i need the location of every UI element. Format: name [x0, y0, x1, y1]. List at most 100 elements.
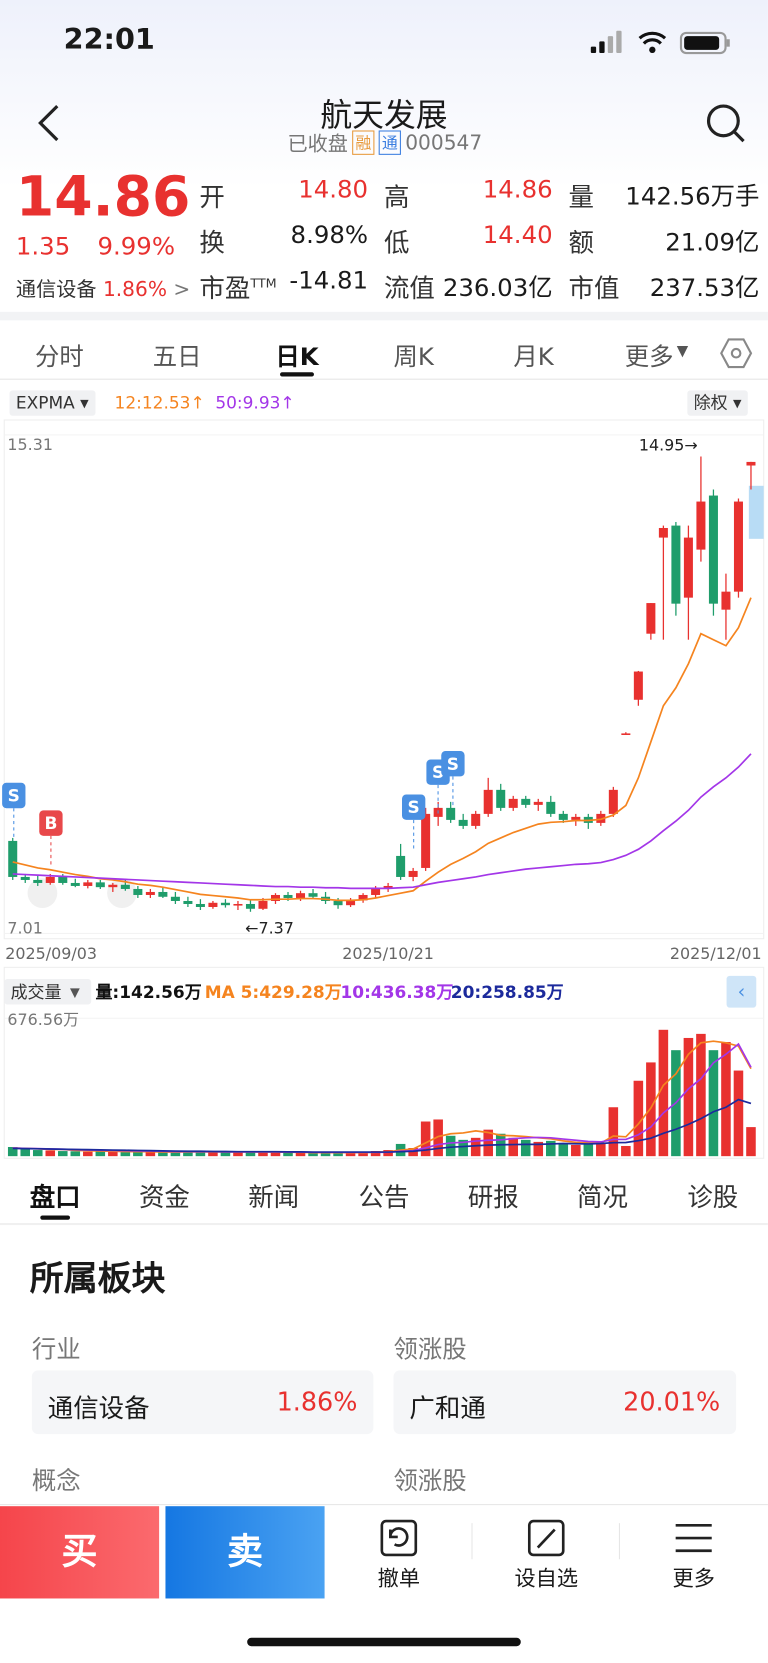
info-tab[interactable]: 新闻: [248, 1182, 300, 1213]
chart-tab[interactable]: 月K: [513, 343, 554, 372]
volume-bar: [20, 1149, 31, 1157]
candle-body: [170, 896, 180, 901]
info-tab[interactable]: 研报: [467, 1182, 519, 1213]
stat-value: 14.86: [482, 176, 553, 204]
more-button[interactable]: 更多: [672, 1565, 715, 1592]
buy-button[interactable]: 买: [0, 1506, 160, 1599]
info-tab[interactable]: 盘口: [29, 1182, 81, 1213]
candle-body: [195, 903, 205, 907]
candle-body: [596, 813, 606, 823]
market-state: 已收盘: [287, 132, 348, 156]
volume-bar: [58, 1151, 68, 1157]
nav-button[interactable]: [27, 878, 58, 908]
volume-bar: [145, 1152, 156, 1157]
stat-label: 市盈TTM: [199, 273, 277, 304]
chart-tab[interactable]: 日K: [275, 343, 319, 372]
candle-body: [546, 801, 556, 814]
trade-marker: [402, 794, 426, 820]
collapse-icon: ‹: [738, 980, 746, 1003]
candle-body: [270, 894, 281, 901]
trade-marker-label: B: [44, 814, 57, 834]
candle-body: [258, 900, 268, 909]
stock-title: 航天发展: [320, 97, 448, 135]
volume-bar: [520, 1139, 531, 1157]
info-tab[interactable]: 简况: [577, 1182, 628, 1213]
info-tab[interactable]: 资金: [138, 1182, 190, 1213]
candle-body: [383, 885, 393, 889]
volume-bar: [596, 1143, 606, 1157]
divider: [0, 1222, 768, 1226]
price-change: 1.35: [15, 233, 71, 261]
volume-bar: [533, 1141, 544, 1157]
collapse-button[interactable]: [726, 975, 757, 1008]
watch-button[interactable]: 设自选: [514, 1565, 579, 1592]
indicator-select[interactable]: EXPMA ▾: [9, 390, 96, 416]
volume-bar: [370, 1151, 381, 1157]
price-change-pct: 9.99%: [97, 233, 176, 261]
candle-body: [471, 813, 481, 826]
trade-marker-label: S: [408, 798, 420, 818]
candle-body: [708, 495, 718, 604]
volume-bar: [220, 1152, 231, 1157]
x-tick-label: 2025/12/01: [670, 944, 762, 963]
trade-marker: [2, 782, 26, 809]
status-icons: [590, 30, 730, 55]
volume-bar: [258, 1152, 268, 1157]
stat-label: 换: [199, 228, 225, 258]
candle-body: [721, 591, 731, 610]
candle-body: [571, 816, 581, 820]
low-annotation: ←7.37: [245, 918, 294, 937]
y-tick-label: 7.01: [7, 919, 42, 938]
candle-body: [421, 813, 431, 868]
back-button[interactable]: [34, 102, 66, 144]
industry-card[interactable]: [31, 1370, 374, 1435]
chart-tab[interactable]: 分时: [35, 343, 84, 372]
adjust-select[interactable]: 除权 ▾: [687, 390, 748, 416]
candle-body: [208, 902, 218, 907]
volume-bar: [733, 1070, 744, 1157]
cancel-button[interactable]: 撤单: [377, 1565, 421, 1592]
stock-code: 000547: [405, 130, 483, 155]
ema12-label: 12:12.53↑: [114, 392, 205, 413]
sector-link[interactable]: 通信设备 1.86% >: [15, 277, 191, 302]
stat-value: -14.81: [289, 267, 369, 295]
stat-value: 237.53亿: [649, 274, 760, 303]
sell-button[interactable]: 卖: [165, 1506, 325, 1599]
tab-underline: [280, 372, 314, 377]
volume-bar: [345, 1152, 356, 1157]
candle-body: [296, 893, 306, 898]
y-tick-label: 15.31: [7, 435, 53, 454]
volume-bar: [183, 1151, 193, 1157]
badge: 融: [352, 130, 375, 155]
candle-body: [371, 888, 381, 895]
candle-body: [558, 813, 568, 820]
settings-icon[interactable]: [719, 336, 753, 370]
volume-bar: [70, 1151, 81, 1157]
volume-bar: [608, 1107, 619, 1157]
chart-tab[interactable]: 周K: [393, 343, 434, 372]
candle-body: [608, 789, 618, 814]
candle-body: [83, 882, 93, 886]
info-tab[interactable]: 公告: [358, 1182, 410, 1213]
trade-marker-label: S: [432, 763, 444, 783]
stat-label-sup: TTM: [250, 275, 277, 291]
candle-body: [696, 501, 706, 550]
candle-body: [633, 671, 643, 700]
candle-body: [671, 525, 681, 604]
trade-marker-label: S: [8, 787, 20, 807]
candle-body: [220, 902, 230, 906]
chart-tab[interactable]: 更多: [624, 343, 674, 372]
industry-name: 通信设备: [47, 1393, 150, 1424]
x-tick-label: 2025/10/21: [342, 944, 434, 963]
chart-tab[interactable]: 五日: [152, 343, 202, 372]
volume-bar: [483, 1129, 493, 1157]
leader-card[interactable]: [393, 1370, 737, 1435]
stat-label: 市值: [568, 273, 620, 304]
search-button[interactable]: [704, 102, 746, 144]
info-tab[interactable]: 诊股: [687, 1182, 739, 1213]
header-bg: [0, 0, 768, 314]
volume-bar: [445, 1135, 456, 1157]
last-price: 14.86: [15, 165, 191, 230]
candle-body: [446, 807, 456, 820]
candle-body: [621, 733, 631, 735]
